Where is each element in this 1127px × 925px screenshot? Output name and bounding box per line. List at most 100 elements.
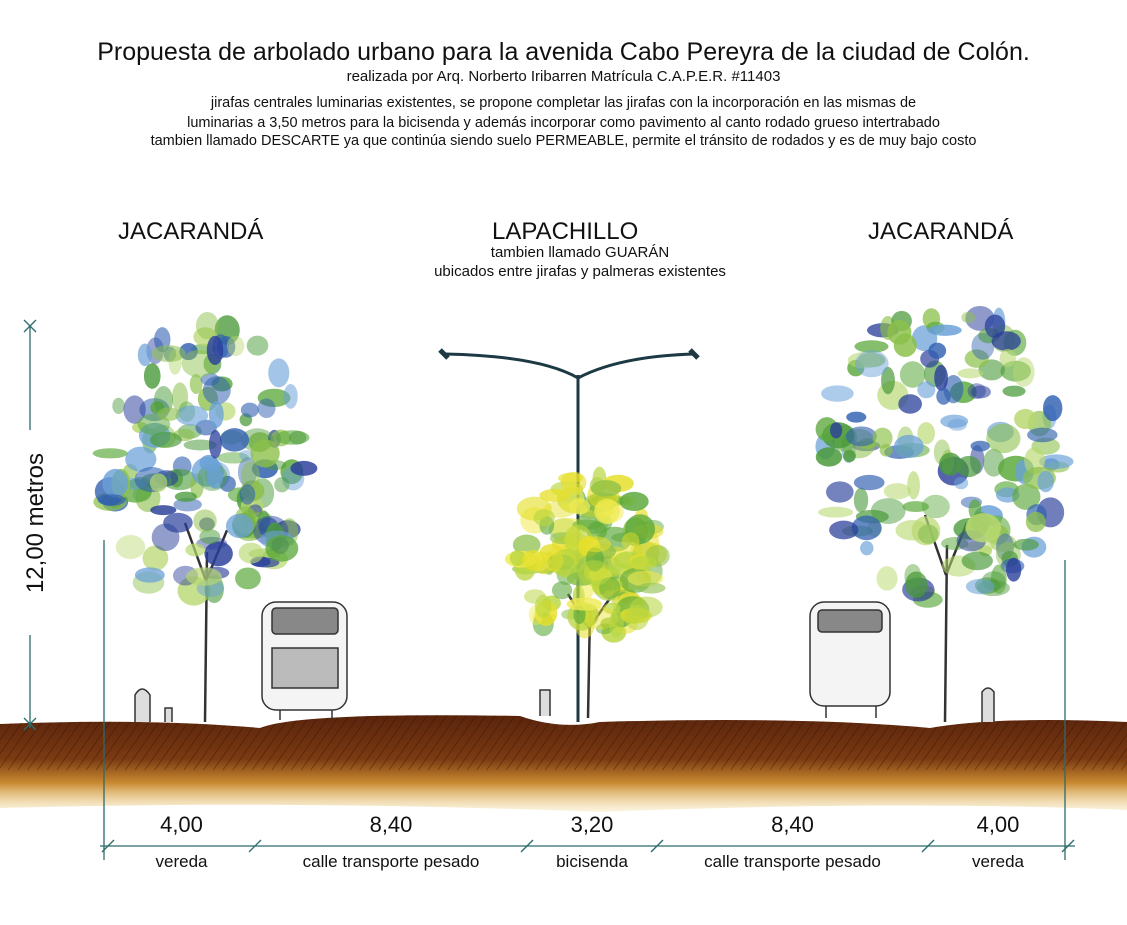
foliage-blot xyxy=(902,501,929,513)
foliage-blot xyxy=(238,542,264,564)
author-credit: realizada por Arq. Norberto Iribarren Ma… xyxy=(346,68,781,85)
foliage-blot xyxy=(539,488,570,502)
foliage-blot xyxy=(533,509,555,527)
foliage-blot xyxy=(917,381,936,399)
foliage-blot xyxy=(934,364,948,391)
foliage-blot xyxy=(544,548,564,573)
foliage-blot xyxy=(268,358,290,388)
foliage-blot xyxy=(115,534,146,560)
foliage-blot xyxy=(102,468,129,498)
pedestrians xyxy=(134,687,995,722)
foliage-blot xyxy=(137,343,152,367)
foliage-blot xyxy=(550,548,585,578)
foliage-blot xyxy=(568,498,591,515)
tree-label-center: LAPACHILLO xyxy=(492,218,639,245)
section-label: vereda xyxy=(155,852,208,871)
foliage-blot xyxy=(240,402,259,418)
foliage-blot xyxy=(551,581,573,600)
foliage-blot xyxy=(999,348,1016,367)
foliage-blot xyxy=(225,513,254,539)
foliage-blot xyxy=(928,342,947,359)
section-width: 8,40 xyxy=(771,812,814,837)
foliage-blot xyxy=(815,447,843,467)
foliage-blot xyxy=(199,529,221,545)
foliage-blot xyxy=(627,570,664,587)
foliage-blot xyxy=(853,487,869,513)
foliage-blot xyxy=(927,324,962,336)
foliage-blot xyxy=(206,463,224,489)
height-label: 12,00 metros xyxy=(22,452,49,594)
section-width: 4,00 xyxy=(160,812,203,837)
foliage-blot xyxy=(595,623,614,635)
foliage-blot xyxy=(257,398,276,419)
foliage-blot xyxy=(821,385,854,402)
foliage-blot xyxy=(241,461,260,491)
foliage-blot xyxy=(534,594,552,618)
foliage-blot xyxy=(594,498,620,524)
section-width: 3,20 xyxy=(570,812,614,837)
foliage-blot xyxy=(887,320,912,345)
foliage-blot xyxy=(274,477,290,493)
foliage-blot xyxy=(143,363,161,389)
foliage-blot xyxy=(883,483,911,500)
foliage-blot xyxy=(818,506,854,518)
foliage-blot xyxy=(967,383,986,399)
dimension-tick xyxy=(1061,839,1075,853)
foliage-blot xyxy=(619,491,649,512)
page-title: Propuesta de arbolado urbano para la ave… xyxy=(97,38,1030,66)
foliage-blot xyxy=(123,395,146,424)
foliage-blot xyxy=(257,388,291,408)
tree-label-right: JACARANDÁ xyxy=(868,218,1014,245)
foliage-blot xyxy=(905,571,928,598)
foliage-blot xyxy=(964,349,989,368)
foliage-blot xyxy=(940,414,969,428)
foliage-blot xyxy=(566,597,603,611)
section-label: vereda xyxy=(972,852,1024,871)
section-label: bicisenda xyxy=(556,852,628,871)
description-line: tambien llamado DESCARTE ya que continúa… xyxy=(150,133,977,149)
foliage-blot xyxy=(847,352,881,369)
foliage-blot xyxy=(1012,483,1041,510)
foliage-blot xyxy=(853,474,885,491)
foliage-blot xyxy=(851,515,882,541)
foliage-blot xyxy=(970,440,990,452)
description-line: luminarias a 3,50 metros para la bicisen… xyxy=(187,115,940,131)
foliage-blot xyxy=(965,578,995,595)
foliage-blot xyxy=(1012,357,1035,387)
foliage-blot xyxy=(226,335,245,357)
foliage-blot xyxy=(183,439,217,451)
foliage-blot xyxy=(290,460,318,476)
foliage-blot xyxy=(219,475,236,492)
foliage-blot xyxy=(872,427,893,449)
foliage-blot xyxy=(580,536,612,553)
foliage-blot xyxy=(609,609,624,638)
jacaranda-tree-left xyxy=(92,311,318,723)
foliage-blot xyxy=(151,345,186,363)
bus-right xyxy=(809,601,891,718)
foliage-blot xyxy=(846,411,867,423)
foliage-blot xyxy=(134,567,165,583)
foliage-blot xyxy=(195,311,219,340)
foliage-blot xyxy=(239,484,256,505)
foliage-blot xyxy=(283,383,298,409)
foliage-blot xyxy=(961,311,976,324)
foliage-blot xyxy=(855,350,889,378)
foliage-blot xyxy=(1013,538,1039,551)
foliage-blot xyxy=(637,582,666,594)
foliage-blot xyxy=(265,535,299,562)
foliage-blot xyxy=(881,366,895,395)
foliage-blot xyxy=(239,450,255,461)
foliage-blot xyxy=(970,385,991,399)
foliage-blot xyxy=(830,422,843,439)
foliage-blot xyxy=(149,473,168,492)
foliage-blot xyxy=(1002,385,1026,397)
foliage-blot xyxy=(956,455,982,478)
foliage-blot xyxy=(112,397,125,414)
foliage-blot xyxy=(898,394,922,414)
foliage-blot xyxy=(92,448,128,459)
foliage-blot xyxy=(173,497,202,512)
foliage-blot xyxy=(984,314,1006,339)
foliage-blot xyxy=(151,523,180,551)
foliage-blot xyxy=(843,449,856,463)
foliage-blot xyxy=(204,541,233,567)
